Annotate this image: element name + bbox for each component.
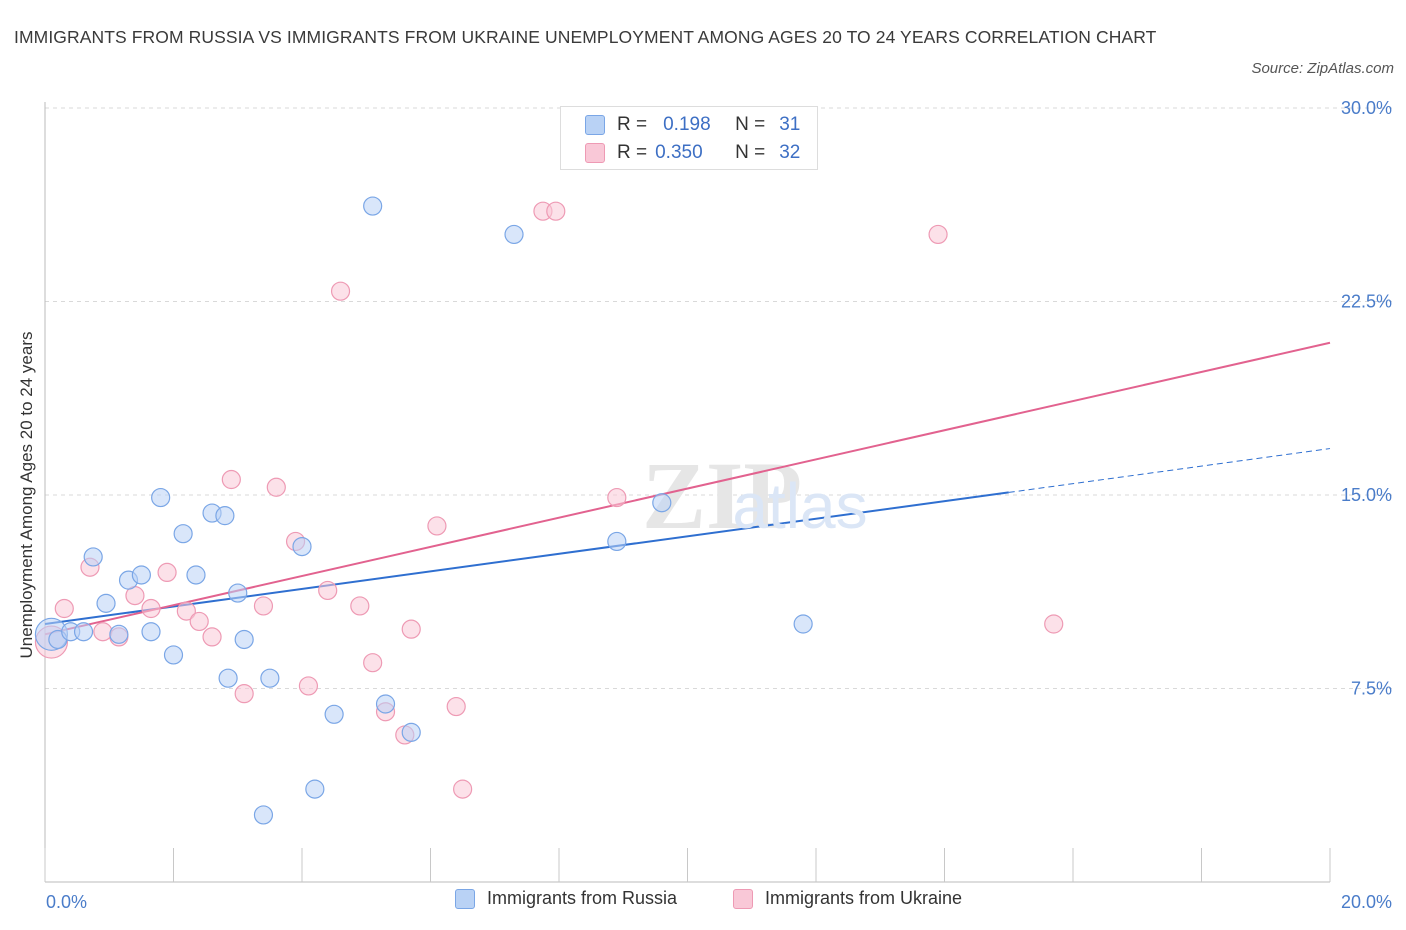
y-tick-label: 15.0%: [1341, 485, 1392, 505]
point-ukraine: [453, 779, 473, 799]
x-tick-label: 0.0%: [46, 892, 87, 912]
trend-line-ukraine: [44, 341, 1331, 636]
x-tick-label: 20.0%: [1341, 892, 1392, 912]
point-russia: [96, 593, 116, 613]
point-ukraine: [318, 580, 338, 601]
ukraine-swatch: [585, 143, 605, 163]
point-ukraine: [176, 601, 196, 621]
point-russia: [151, 487, 171, 508]
point-russia: [253, 805, 274, 825]
point-russia: [292, 536, 312, 557]
data-points: [34, 196, 1064, 825]
r-value: 0.350: [655, 142, 703, 163]
point-russia: [215, 506, 235, 526]
point-ukraine: [221, 469, 241, 490]
n-value: 32: [779, 142, 801, 163]
trend-line-russia: [44, 491, 1009, 625]
point-ukraine: [401, 619, 421, 639]
point-russia: [652, 493, 672, 513]
stats-row-ukraine: R = 0.350 N = 32: [585, 139, 800, 167]
point-ukraine: [253, 596, 274, 616]
stats-row-russia: R = 0.198 N = 31: [585, 111, 800, 139]
point-ukraine: [234, 684, 254, 704]
point-russia: [73, 622, 94, 642]
point-ukraine: [1044, 614, 1064, 634]
tick-labels: 7.5% 15.0% 22.5% 30.0% 0.0% 20.0%: [46, 98, 1392, 912]
r-value: 0.198: [663, 114, 711, 135]
point-ukraine: [350, 596, 370, 616]
point-ukraine: [330, 281, 351, 301]
russia-swatch: [455, 888, 475, 909]
point-ukraine: [928, 224, 948, 245]
point-ukraine: [446, 696, 466, 717]
russia-swatch: [585, 115, 605, 135]
n-label: N =: [735, 114, 766, 135]
axes: [44, 102, 1331, 883]
point-russia: [141, 622, 161, 642]
point-russia: [260, 668, 280, 688]
point-ukraine: [157, 562, 177, 583]
point-ukraine: [93, 622, 113, 642]
point-russia: [363, 196, 383, 216]
n-value: 31: [779, 114, 801, 135]
ukraine-swatch: [733, 888, 753, 909]
trend-lines: [44, 341, 1331, 636]
point-russia: [607, 531, 627, 552]
point-ukraine: [202, 627, 222, 647]
trend-line-russia-extension: [1008, 448, 1331, 493]
r-label: R =: [617, 114, 648, 135]
y-tick-label: 22.5%: [1341, 292, 1392, 312]
stats-legend: R = 0.198 N = 31 R = 0.350 N = 32: [560, 106, 818, 170]
n-label: N =: [735, 142, 766, 163]
chart-title: IMMIGRANTS FROM RUSSIA VS IMMIGRANTS FRO…: [14, 27, 1157, 47]
source-label: Source: ZipAtlas.com: [1251, 60, 1394, 77]
point-ukraine: [363, 653, 383, 673]
legend-item-russia[interactable]: Immigrants from Russia: [455, 888, 677, 909]
point-ukraine: [189, 611, 209, 632]
point-russia: [228, 583, 248, 603]
point-russia: [401, 722, 421, 742]
point-russia: [234, 629, 254, 650]
series-legend: Immigrants from Russia Immigrants from U…: [0, 888, 1406, 916]
point-russia: [131, 565, 151, 585]
point-ukraine: [607, 487, 627, 508]
gridlines: [45, 107, 1392, 689]
point-russia: [186, 565, 206, 585]
y-tick-label: 7.5%: [1351, 679, 1392, 699]
point-russia: [305, 779, 325, 799]
legend-item-ukraine[interactable]: Immigrants from Ukraine: [733, 888, 962, 909]
point-ukraine: [298, 676, 319, 696]
point-russia: [218, 668, 238, 688]
point-ukraine: [141, 598, 161, 619]
point-ukraine: [54, 598, 74, 619]
point-russia: [504, 224, 524, 245]
point-russia: [109, 624, 129, 644]
watermark-atlas: atlas: [732, 470, 867, 542]
point-ukraine: [546, 201, 566, 221]
point-russia: [163, 645, 184, 665]
point-ukraine: [427, 516, 447, 536]
legend-label: Immigrants from Ukraine: [765, 888, 963, 908]
point-ukraine: [266, 477, 286, 497]
y-tick-label: 30.0%: [1341, 98, 1392, 118]
point-russia: [375, 694, 396, 714]
point-russia: [793, 614, 813, 634]
legend-label: Immigrants from Russia: [487, 888, 678, 908]
r-label: R =: [617, 142, 648, 163]
point-russia: [173, 524, 193, 544]
point-russia: [324, 704, 344, 724]
point-russia: [83, 547, 103, 567]
